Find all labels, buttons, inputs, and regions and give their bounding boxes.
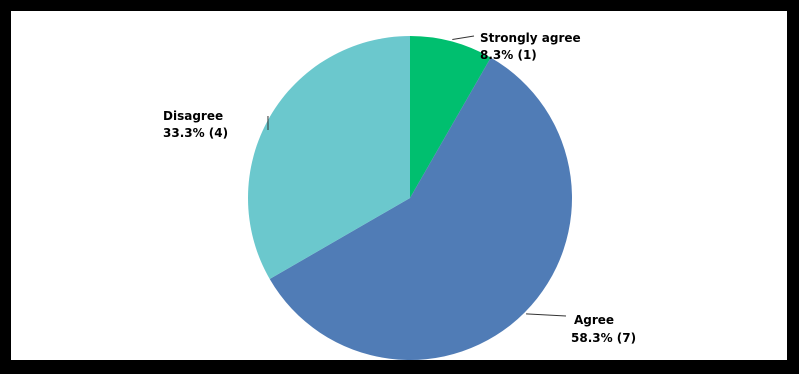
slice-label-agree: Agree [574, 313, 614, 327]
leader-line-agree [526, 313, 567, 317]
leader-lines [267, 35, 567, 317]
slice-label-strongly-agree: Strongly agree [480, 31, 581, 45]
pie-slice-strongly-agree [410, 36, 491, 198]
slice-label-disagree: Disagree [163, 109, 223, 123]
pie-slice-disagree [248, 36, 410, 279]
slice-value-disagree: 33.3% (4) [163, 126, 228, 140]
pie-slices [248, 36, 573, 361]
slice-value-strongly-agree: 8.3% (1) [480, 48, 537, 62]
slice-value-agree: 58.3% (7) [571, 331, 636, 345]
leader-line-strongly-agree [452, 35, 475, 41]
pie-slice-agree [269, 57, 573, 361]
